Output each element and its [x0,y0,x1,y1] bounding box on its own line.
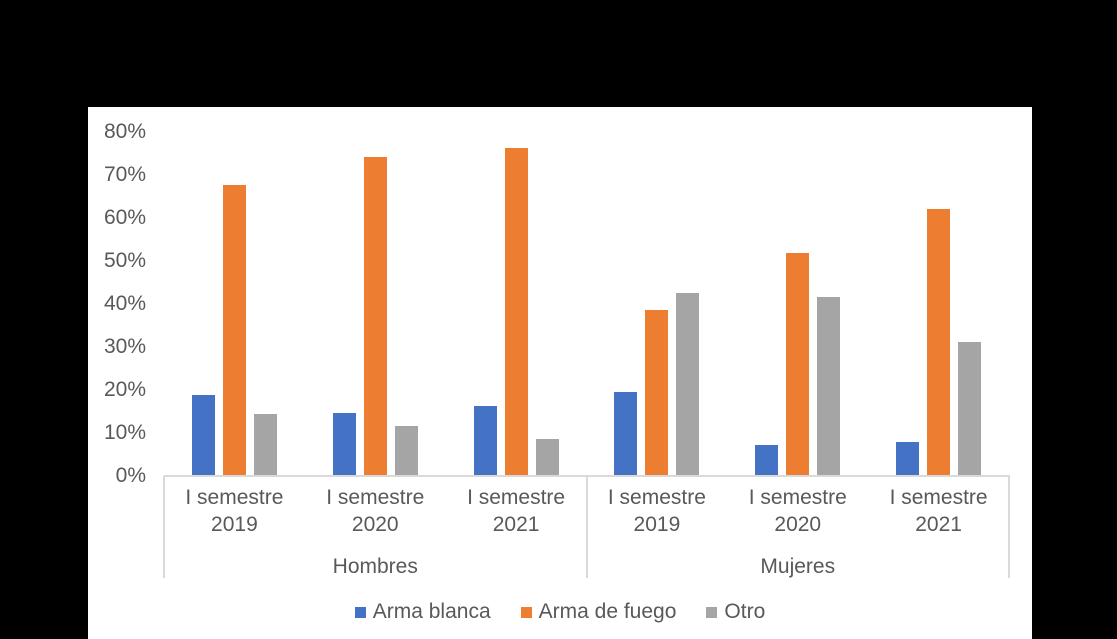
category-divider-line [163,476,165,578]
x-axis-tick-label: I semestre 2020 [326,486,425,536]
x-axis-tick-label: I semestre 2019 [185,486,284,536]
legend-label-arma-blanca: Arma blanca [372,600,491,623]
legend-item-arma-de-fuego: Arma de fuego [520,600,677,623]
group-label-hombres: Hombres [332,555,418,578]
y-axis-tick-label: 60% [103,206,146,230]
category-divider-line [585,476,588,578]
category-divider-line [1008,476,1010,578]
group-label-mujeres: Mujeres [760,555,836,578]
chart-card: 0% 10% 20% 30% 40% 50% 60% 70% 80% I semestre 201… [88,107,1032,639]
x-axis-tick-label: I semestre 2021 [467,486,566,536]
legend-swatch-arma-blanca-icon [354,606,366,618]
y-axis-tick-label: 20% [103,377,146,401]
bar-arma-blanca-slot5 [755,445,779,475]
bar-arma-blanca-slot2 [332,413,356,475]
x-axis-tick-label: I semestre 2020 [748,486,847,536]
legend-swatch-otro-icon [706,606,718,618]
bar-arma-blanca-slot4 [614,392,638,475]
bar-otro-slot4 [676,292,700,475]
bar-otro-slot2 [394,425,418,475]
y-axis-tick-label: 30% [103,334,146,358]
bar-arma-de-fuego-slot6 [927,209,951,475]
x-axis-tick-label: I semestre 2019 [607,486,706,536]
bar-arma-de-fuego-slot4 [645,309,669,475]
y-axis-tick-label: 70% [103,163,146,187]
bar-otro-slot5 [817,297,841,475]
bar-chart-plot-area: 0% 10% 20% 30% 40% 50% 60% 70% 80% I semestre 201… [88,107,1032,639]
bar-otro-slot1 [253,414,277,475]
bar-arma-de-fuego-slot2 [363,157,387,475]
legend-item-otro: Otro [706,601,765,623]
bar-arma-de-fuego-slot3 [504,148,528,475]
y-axis-tick-label: 50% [103,248,146,272]
legend-item-arma-blanca: Arma blanca [354,600,491,623]
bar-otro-slot6 [958,342,982,475]
legend-label-otro: Otro [724,600,766,623]
bar-arma-de-fuego-slot5 [786,253,810,475]
x-axis-tick-label: I semestre 2021 [889,486,988,536]
bar-arma-de-fuego-slot1 [222,185,246,475]
y-axis-tick-label: 40% [103,291,146,315]
y-axis-tick-label: 80% [103,120,146,144]
bar-arma-blanca-slot1 [191,395,215,475]
chart-legend: Arma blanca Arma de fuego Otro [88,601,1032,623]
legend-swatch-arma-de-fuego-icon [520,606,532,618]
bar-arma-blanca-slot6 [896,441,920,475]
bar-otro-slot3 [535,438,559,475]
legend-label-arma-de-fuego: Arma de fuego [538,600,677,623]
y-axis-tick-label: 0% [115,463,146,487]
y-axis-tick-label: 10% [103,420,146,444]
bar-arma-blanca-slot3 [473,405,497,475]
